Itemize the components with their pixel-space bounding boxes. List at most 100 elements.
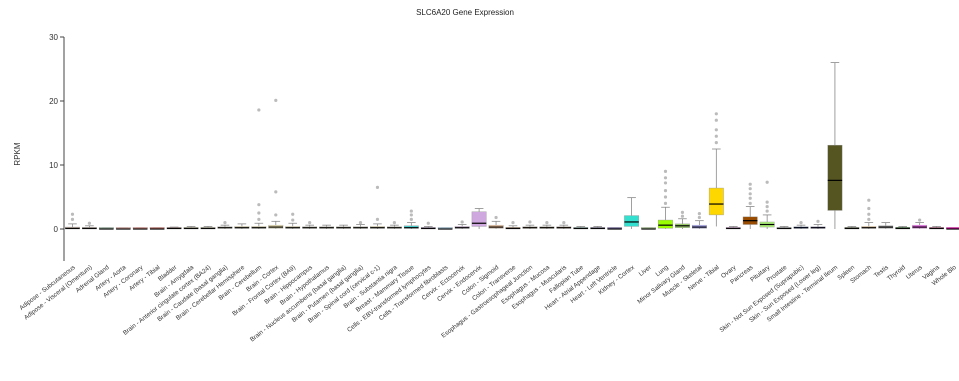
box-38 [708, 112, 724, 227]
box-25 [488, 215, 504, 229]
x-tick-label: Liver [638, 264, 653, 278]
box-23 [454, 220, 470, 229]
box-33 [624, 197, 640, 229]
box-2 [98, 227, 114, 230]
outlier-point [714, 118, 718, 122]
outlier-point [494, 215, 498, 220]
outlier-point [545, 221, 549, 225]
outlier-point [375, 217, 380, 221]
box-34 [641, 227, 656, 230]
box-3 [115, 227, 131, 230]
outlier-point [697, 215, 701, 220]
boxes [65, 62, 959, 230]
outlier-point [392, 221, 396, 225]
outlier-point [867, 206, 871, 211]
box-9 [217, 221, 233, 229]
box-30 [573, 226, 589, 230]
box-body [403, 225, 419, 229]
outlier-point [765, 209, 769, 213]
box-41 [759, 180, 775, 229]
outlier-point [663, 176, 668, 180]
box-47 [861, 198, 877, 229]
box-27 [522, 220, 538, 229]
box-16 [336, 224, 351, 229]
outlier-point [680, 210, 685, 214]
outlier-point [680, 214, 685, 218]
outlier-point [663, 201, 668, 205]
outlier-point [291, 212, 295, 216]
box-46 [844, 226, 860, 230]
outlier-point [765, 180, 769, 184]
box-1 [82, 221, 97, 230]
box-51 [929, 226, 944, 230]
box-26 [505, 221, 521, 230]
box-11 [251, 108, 267, 229]
outlier-point [663, 181, 668, 185]
outlier-point [748, 196, 752, 200]
outlier-point [867, 198, 871, 202]
box-20 [403, 209, 419, 229]
outlier-point [765, 205, 769, 209]
box-29 [556, 221, 572, 229]
outlier-point [748, 201, 752, 205]
y-axis: 0 10 20 30 [49, 33, 65, 261]
box-44 [810, 219, 826, 229]
outlier-point [528, 220, 532, 224]
box-52 [946, 227, 959, 230]
outlier-point [257, 211, 261, 215]
box-7 [183, 226, 199, 230]
outlier-point [274, 98, 278, 102]
box-50 [912, 218, 928, 229]
x-tick-label: Thyroid [886, 264, 907, 283]
outlier-point [358, 221, 363, 225]
outlier-point [87, 221, 92, 225]
y-axis-label: RPKM [13, 142, 22, 165]
box-4 [132, 227, 148, 230]
outlier-point [291, 218, 295, 222]
y-tick-label: 30 [49, 33, 58, 42]
chart-title: SLC6A20 Gene Expression [416, 8, 514, 17]
y-tick-label: 0 [54, 225, 59, 234]
box-18 [370, 185, 385, 229]
x-tick-label: Adipose - Visceral (Omentum) [23, 264, 94, 321]
outlier-point [663, 189, 668, 193]
box-17 [353, 221, 368, 229]
box-body [658, 219, 673, 229]
box-43 [793, 221, 809, 229]
box-36 [675, 210, 690, 229]
box-49 [895, 226, 911, 230]
outlier-point [274, 213, 278, 217]
outlier-point [274, 190, 278, 194]
box-42 [776, 226, 792, 230]
outlier-point [714, 134, 718, 138]
y-tick-label: 20 [49, 97, 58, 106]
outlier-point [375, 185, 380, 189]
box-40 [742, 182, 758, 229]
box-39 [725, 226, 741, 230]
box-45 [827, 62, 843, 229]
box-5 [149, 227, 165, 230]
box-12 [268, 98, 284, 229]
outlier-point [257, 108, 261, 112]
outlier-point [308, 221, 312, 225]
outlier-point [816, 219, 820, 223]
box-15 [319, 224, 335, 229]
x-tick-label: Uterus [905, 264, 924, 281]
outlier-point [748, 182, 752, 186]
box-8 [200, 226, 216, 230]
outlier-point [748, 187, 752, 191]
outlier-point [257, 203, 261, 207]
box-body [827, 144, 843, 211]
outlier-point [918, 218, 922, 222]
box-21 [420, 221, 436, 230]
box-48 [878, 222, 894, 229]
outlier-point [409, 213, 413, 217]
box-35 [658, 169, 673, 229]
outlier-point [714, 112, 718, 116]
outlier-point [257, 217, 261, 221]
outlier-point [697, 212, 701, 216]
box-28 [539, 221, 555, 229]
box-body [471, 211, 487, 227]
